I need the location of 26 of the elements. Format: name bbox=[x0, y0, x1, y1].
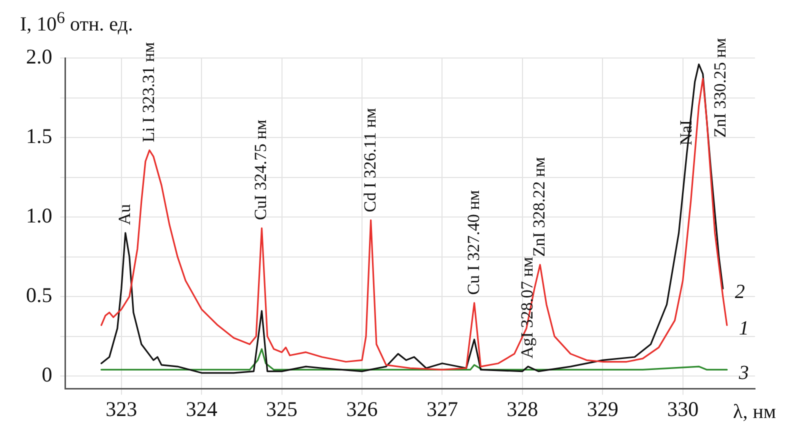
annotation: ZnI 330.25 нм bbox=[710, 38, 730, 138]
annotation: Cu I 327.40 нм bbox=[464, 190, 483, 295]
x-tick-label: 327 bbox=[426, 396, 458, 421]
annotation: ZnI 328.22 нм bbox=[530, 156, 549, 257]
annotation: AgI 328.07 нм bbox=[517, 256, 536, 359]
x-tick-label: 329 bbox=[586, 396, 618, 421]
annotation: Cd I 326.11 нм bbox=[360, 108, 380, 212]
y-tick-label: 1.5 bbox=[26, 124, 52, 148]
annotation: Au bbox=[114, 204, 134, 225]
y-tick-label: 2.0 bbox=[26, 44, 52, 69]
y-tick-label: 0.5 bbox=[26, 283, 52, 308]
y-axis-title: I, 10$^{6}$ отн. ед. bbox=[20, 8, 133, 37]
x-tick-label: 324 bbox=[186, 396, 218, 421]
annotation: Li I 323.31 нм bbox=[138, 42, 158, 142]
annotation: CuI 324.75 нм bbox=[251, 119, 270, 220]
series-label: 1 bbox=[738, 317, 749, 340]
series-label: 3 bbox=[738, 362, 749, 384]
y-tick-label: 0 bbox=[42, 362, 52, 387]
x-tick-label: 325 bbox=[266, 396, 298, 421]
x-tick-label: 323 bbox=[106, 396, 138, 421]
x-axis-title: λ, нм bbox=[733, 401, 776, 424]
y-tick-label: 1.0 bbox=[26, 204, 52, 228]
series-label: 2 bbox=[734, 280, 745, 303]
x-tick-label: 328 bbox=[506, 396, 538, 421]
x-tick-label: 326 bbox=[346, 396, 378, 421]
x-tick-label: 330 bbox=[667, 396, 699, 421]
